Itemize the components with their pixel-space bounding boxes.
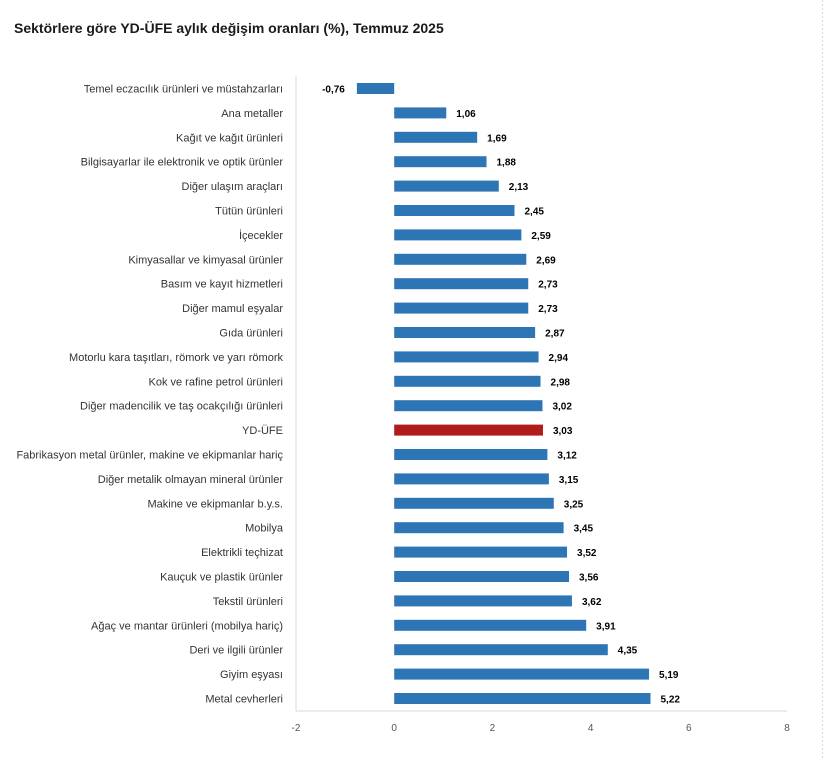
bar	[394, 156, 487, 168]
bar	[394, 668, 650, 680]
category-label: Fabrikasyon metal ürünler, makine ve eki…	[16, 450, 283, 462]
category-label: Basım ve kayıt hizmetleri	[161, 279, 283, 291]
x-tick-label: 4	[588, 723, 594, 734]
bar	[394, 131, 478, 143]
bar	[394, 253, 527, 265]
bars	[356, 83, 651, 704]
x-tick-label: 6	[686, 723, 692, 734]
bar	[394, 327, 536, 338]
chart-title: Sektörlere göre YD-ÜFE aylık değişim ora…	[14, 20, 444, 36]
category-label: Tütün ürünleri	[215, 206, 283, 218]
category-label: Gıda ürünleri	[219, 328, 283, 340]
category-label: Ağaç ve mantar ürünleri (mobilya hariç)	[91, 620, 283, 632]
bar-highlight	[394, 424, 543, 436]
category-label: Kok ve rafine petrol ürünleri	[148, 376, 283, 388]
value-label: 2,98	[551, 377, 571, 388]
category-labels: Temel eczacılık ürünleri ve müstahzarlar…	[16, 84, 283, 706]
value-label: 3,56	[579, 573, 599, 584]
category-label: Diğer metalik olmayan mineral ürünler	[98, 474, 284, 486]
value-label: 3,03	[553, 426, 573, 437]
bar	[394, 400, 543, 412]
bar	[394, 351, 539, 363]
bar	[394, 229, 522, 241]
category-label: Kağıt ve kağıt ürünleri	[176, 132, 283, 144]
value-label: 3,12	[557, 451, 577, 462]
value-label: 3,91	[596, 621, 616, 632]
value-label: 2,59	[531, 231, 551, 242]
value-label: 3,02	[552, 402, 572, 413]
category-label: Kimyasallar ve kimyasal ürünler	[128, 254, 283, 266]
bar	[394, 375, 541, 387]
category-label: Temel eczacılık ürünleri ve müstahzarlar…	[84, 84, 283, 96]
category-label: Diğer ulaşım araçları	[182, 181, 283, 193]
category-label: İçecekler	[239, 229, 283, 242]
bar	[356, 83, 395, 94]
bar	[394, 180, 499, 192]
value-label: 5,19	[659, 670, 679, 681]
category-label: Motorlu kara taşıtları, römork ve yarı r…	[69, 352, 283, 364]
category-label: Ana metaller	[221, 108, 283, 120]
value-label: 1,69	[487, 133, 507, 144]
value-label: 1,88	[497, 158, 517, 169]
bar	[394, 302, 529, 314]
category-label: Metal cevherleri	[205, 694, 283, 706]
x-tick-label: -2	[292, 723, 301, 734]
category-label: Giyim eşyası	[220, 669, 283, 681]
value-label: 3,45	[574, 524, 594, 535]
bar	[394, 522, 564, 534]
bar	[394, 595, 572, 607]
category-label: Diğer madencilik ve taş ocakçılığı ürünl…	[80, 401, 283, 413]
bar	[394, 278, 529, 290]
value-label: 3,25	[564, 499, 584, 510]
category-label: Mobilya	[245, 523, 284, 535]
value-label: 5,22	[661, 695, 681, 706]
category-label: Kauçuk ve plastik ürünler	[160, 572, 283, 584]
value-label: 2,73	[538, 304, 558, 315]
category-label: Tekstil ürünleri	[213, 596, 283, 608]
value-label: -0,76	[322, 85, 345, 96]
bar	[394, 571, 569, 582]
bar	[394, 644, 608, 656]
value-label: 1,06	[456, 109, 476, 120]
bar	[394, 449, 548, 460]
category-label: YD-ÜFE	[242, 425, 283, 437]
scrollbar-edge	[822, 0, 823, 758]
value-label: 2,87	[545, 329, 565, 340]
value-label: 3,52	[577, 548, 597, 559]
category-label: Makine ve ekipmanlar b.y.s.	[147, 498, 283, 510]
category-label: Bilgisayarlar ile elektronik ve optik ür…	[81, 157, 284, 169]
category-label: Diğer mamul eşyalar	[182, 303, 283, 315]
value-label: 2,45	[524, 207, 544, 218]
bar	[394, 497, 554, 509]
value-label: 3,62	[582, 597, 602, 608]
bar	[394, 473, 549, 485]
value-label: 2,69	[536, 255, 556, 266]
bar	[394, 205, 515, 216]
value-label: 3,15	[559, 475, 579, 486]
bar	[394, 619, 587, 631]
x-tick-label: 2	[490, 723, 496, 734]
value-label: 2,13	[509, 182, 529, 193]
value-label: 2,94	[549, 353, 569, 364]
bar	[394, 693, 651, 704]
bar	[394, 107, 447, 119]
bar	[394, 546, 568, 558]
category-label: Deri ve ilgili ürünler	[189, 645, 283, 657]
value-label: 4,35	[618, 646, 638, 657]
category-label: Elektrikli teçhizat	[201, 547, 283, 559]
value-labels: -0,76 1,06 1,69 1,88 2,13 2,45 2,59 2,69 2,73 2,7…	[322, 85, 680, 706]
x-tick-label: 0	[391, 723, 397, 734]
x-tick-label: 8	[784, 723, 790, 734]
axes: -2 0 2 4 6 8	[292, 76, 790, 734]
value-label: 2,73	[538, 280, 558, 291]
